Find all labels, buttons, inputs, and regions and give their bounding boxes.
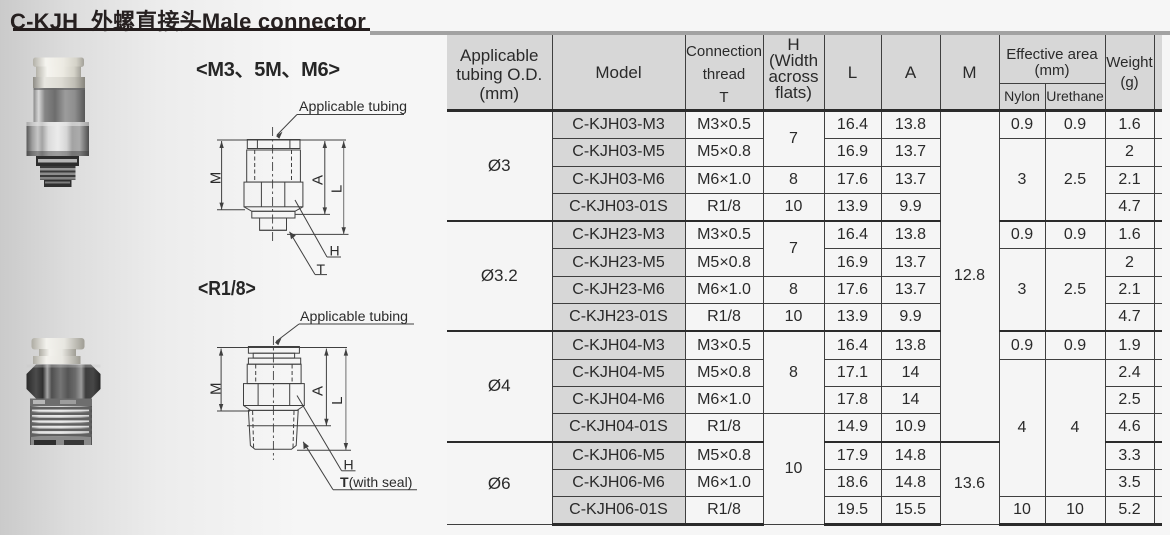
svg-text:A: A [310,175,327,185]
svg-text:Applicable tubing: Applicable tubing [299,99,407,115]
svg-text:T: T [317,261,326,277]
svg-text:M: M [208,172,225,185]
svg-text:M: M [207,383,224,396]
svg-text:L: L [329,397,346,405]
svg-text:H: H [344,456,354,472]
svg-text:T(with seal): T(with seal) [340,474,412,490]
svg-text:H: H [330,243,340,259]
svg-text:A: A [310,386,327,396]
svg-text:L: L [329,185,346,193]
svg-text:Applicable tubing: Applicable tubing [300,309,408,325]
